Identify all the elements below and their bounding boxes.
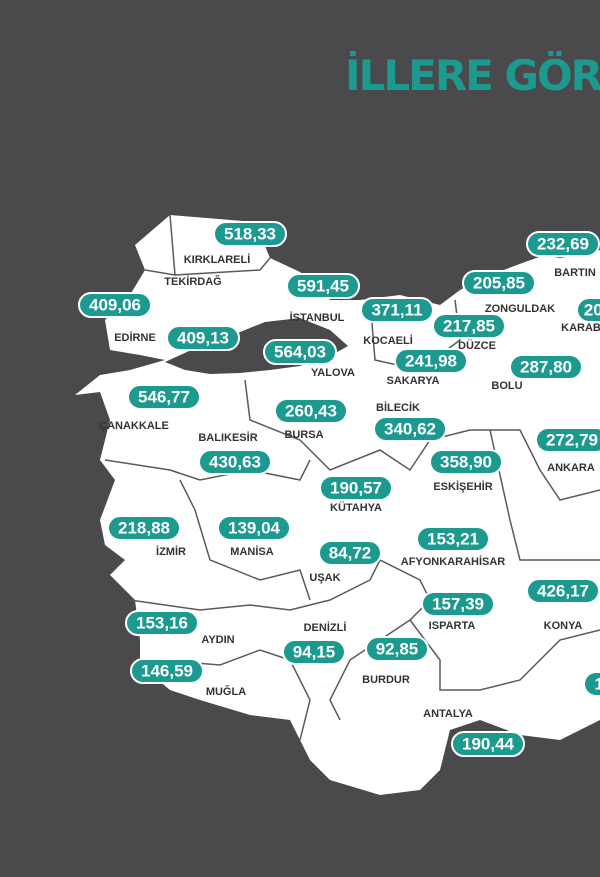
value-pill <box>217 515 291 541</box>
province-name: TEKİRDAĞ <box>164 275 221 288</box>
value-label: 190,44 <box>462 735 515 754</box>
value-pill <box>213 221 287 247</box>
province-name: ANKARA <box>547 462 595 474</box>
value-pill <box>394 348 468 374</box>
province-name: KIRKLARELİ <box>184 253 251 266</box>
value-pill <box>125 610 199 636</box>
value-label: 371,11 <box>371 301 422 320</box>
value-label: 426,17 <box>537 582 589 601</box>
value-label: 409,06 <box>89 296 141 315</box>
province-name: KÜTAHYA <box>330 501 382 514</box>
value-label: 546,77 <box>138 388 190 407</box>
province-name: YALOVA <box>311 367 355 379</box>
province-name: İZMİR <box>156 545 186 558</box>
province-name: ZONGULDAK <box>485 303 555 315</box>
value-pill <box>416 526 490 552</box>
value-label: 260,43 <box>285 402 337 421</box>
province-name: BURSA <box>284 429 323 441</box>
value-pill <box>365 636 429 662</box>
value-pill <box>263 339 337 365</box>
province-name: DÜZCE <box>458 339 496 352</box>
value-pill <box>583 671 600 697</box>
value-pill <box>462 270 536 296</box>
value-label: 92,85 <box>376 640 419 659</box>
value-pill <box>526 231 600 257</box>
province-name: EDİRNE <box>114 331 156 344</box>
value-pill <box>535 427 600 453</box>
province-name: BİLECİK <box>376 401 420 414</box>
value-pill <box>318 540 382 566</box>
province-name: AYDIN <box>201 634 234 646</box>
value-pill <box>107 515 181 541</box>
province-name: ÇANAKKALE <box>99 420 169 432</box>
value-label: 409,13 <box>177 329 229 348</box>
province-name: ANTALYA <box>423 708 473 720</box>
value-pill <box>319 475 393 501</box>
province-name: DENİZLİ <box>304 621 347 634</box>
value-label: 146,59 <box>141 662 193 681</box>
value-pill <box>274 398 348 424</box>
value-label: 190,57 <box>330 479 382 498</box>
province-name: KONYA <box>544 620 583 632</box>
value-pill <box>432 313 506 339</box>
value-label: 430,63 <box>209 453 261 472</box>
value-label: 518,33 <box>224 225 276 244</box>
value-label: 358,90 <box>440 453 492 472</box>
value-label: 591,45 <box>297 277 349 296</box>
title: İLLERE GÖRE HA <box>345 50 600 100</box>
province-name: MANİSA <box>230 545 273 558</box>
value-pill <box>286 273 360 299</box>
value-label: 94,15 <box>293 643 336 662</box>
value-pill <box>451 731 525 757</box>
province-name: MUĞLA <box>206 685 246 698</box>
province-name: SAKARYA <box>387 375 440 387</box>
value-pill <box>166 325 240 351</box>
value-label: 564,03 <box>274 343 326 362</box>
value-pill <box>509 354 583 380</box>
value-pill <box>421 591 495 617</box>
value-label: 19 <box>595 675 600 694</box>
value-pill <box>429 449 503 475</box>
province-name: KOCAELİ <box>363 334 413 347</box>
value-label: 202 <box>584 301 600 320</box>
value-pill <box>130 658 204 684</box>
value-label: 153,16 <box>136 614 188 633</box>
province-name: UŞAK <box>309 572 340 584</box>
value-pill <box>373 416 447 442</box>
value-pill <box>198 449 272 475</box>
province-name: ESKİŞEHİR <box>433 480 492 493</box>
value-label: 218,88 <box>118 519 170 538</box>
province-name: BALIKESİR <box>198 431 257 444</box>
value-label: 340,62 <box>384 420 436 439</box>
province-name: KARABU <box>561 322 600 334</box>
value-label: 139,04 <box>228 519 281 538</box>
value-pill <box>360 297 434 323</box>
value-label: 217,85 <box>443 317 495 336</box>
province-name: BOLU <box>491 380 522 392</box>
value-label: 153,21 <box>427 530 479 549</box>
value-pill <box>576 297 600 323</box>
value-pill <box>282 639 346 665</box>
value-label: 157,39 <box>432 595 484 614</box>
province-name: BARTIN <box>554 267 596 279</box>
province-name: BURDUR <box>362 674 410 686</box>
province-name: ISPARTA <box>429 620 476 632</box>
value-label: 205,85 <box>473 274 525 293</box>
province-name: AFYONKARAHİSAR <box>401 555 506 568</box>
value-label: 287,80 <box>520 358 572 377</box>
value-pill <box>78 292 152 318</box>
value-pill <box>526 578 600 604</box>
value-pill <box>127 384 201 410</box>
province-name: İSTANBUL <box>290 311 345 324</box>
value-label: 232,69 <box>537 235 589 254</box>
value-label: 241,98 <box>405 352 457 371</box>
value-label: 84,72 <box>329 544 372 563</box>
value-label: 272,79 <box>546 431 598 450</box>
